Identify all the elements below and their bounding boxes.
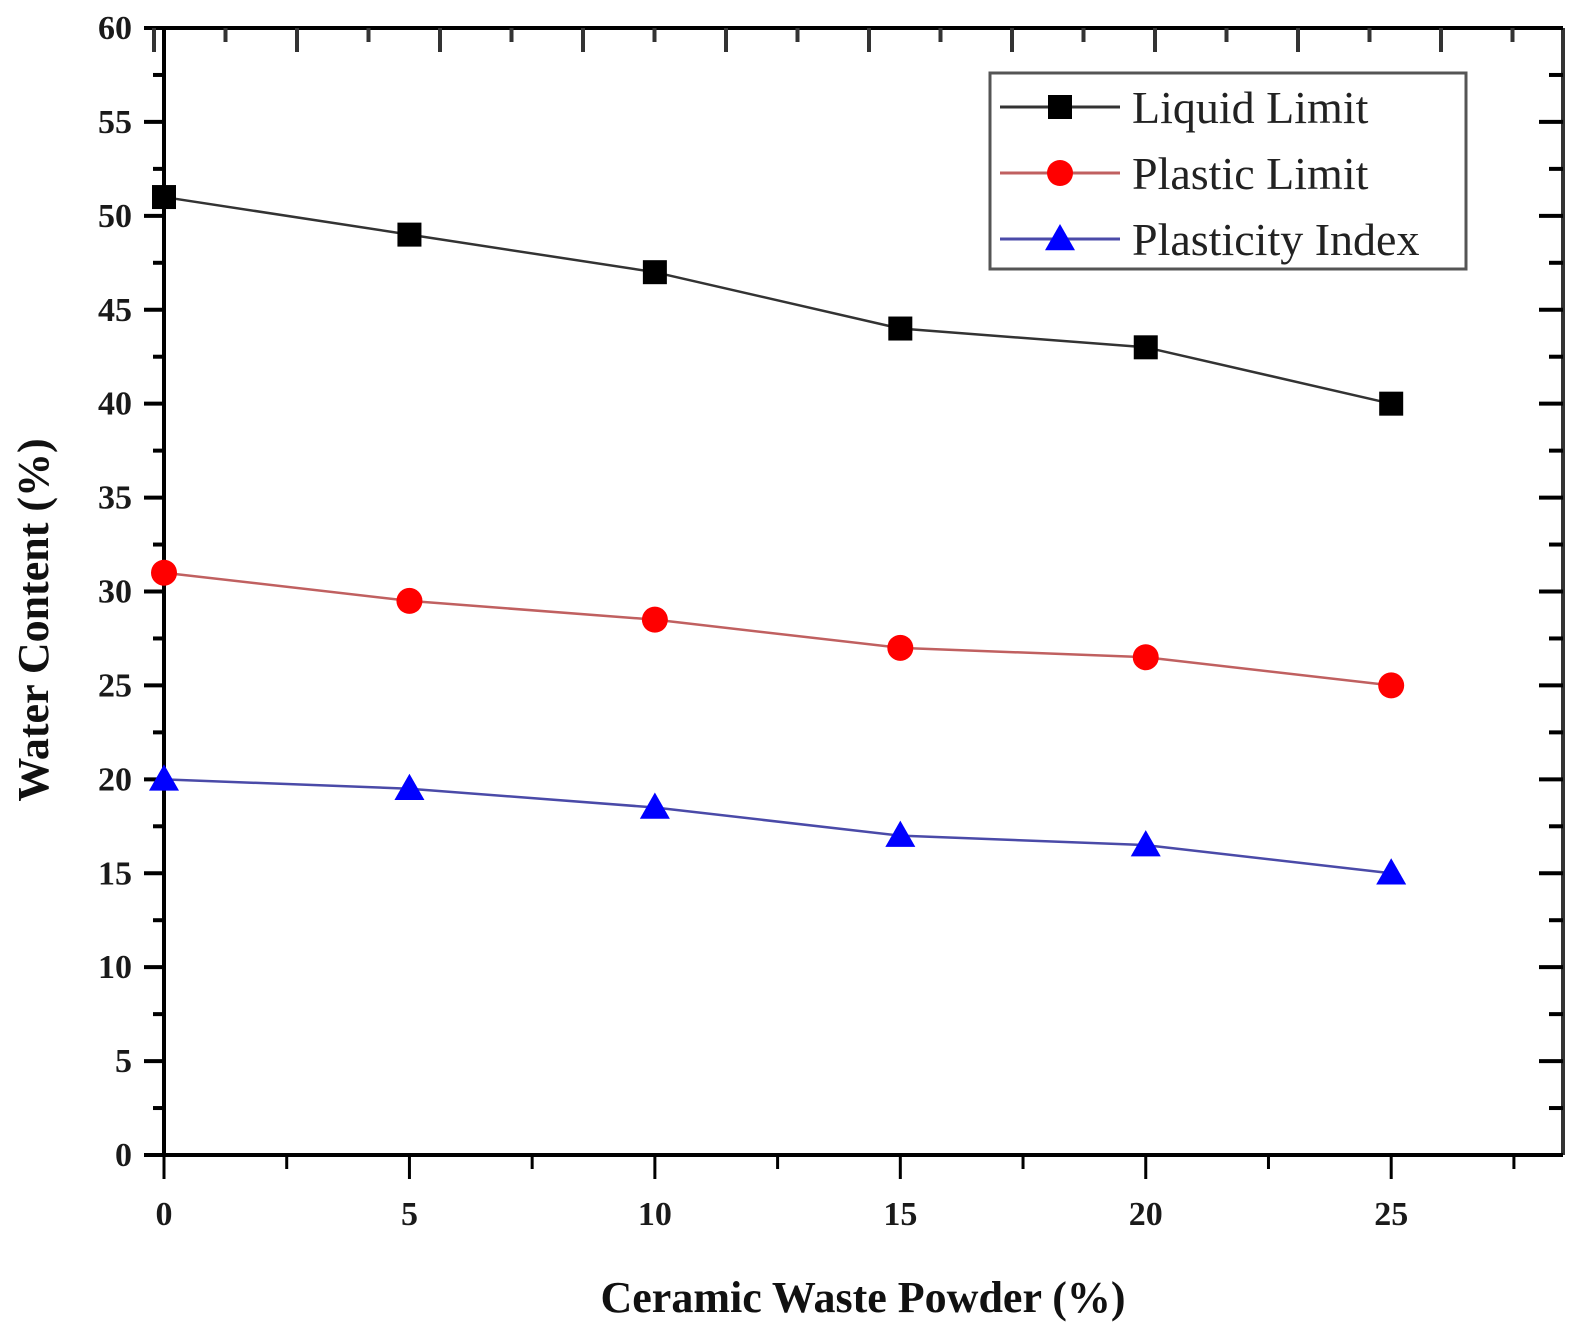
y-tick-label: 30 <box>98 574 132 611</box>
x-tick-label: 5 <box>401 1196 418 1233</box>
legend-label: Liquid Limit <box>1132 82 1369 133</box>
y-tick-label: 40 <box>98 386 132 423</box>
y-tick-label: 35 <box>98 480 132 517</box>
data-point-square <box>1379 391 1404 416</box>
data-point-triangle <box>885 820 916 847</box>
y-tick-label: 10 <box>98 949 132 986</box>
data-point-circle <box>1132 644 1159 671</box>
data-point-triangle <box>1045 224 1075 251</box>
data-point-triangle <box>149 764 179 791</box>
ticks: 0 5 10 15 20 25 30 35 40 45 50 55 60 0 5 10 15 20 25 <box>98 10 1563 1233</box>
series-plastic-limit <box>151 559 1405 699</box>
legend-label: Plastic Limit <box>1132 148 1369 199</box>
y-tick-label: 55 <box>98 104 132 141</box>
y-tick-label: 45 <box>98 292 132 329</box>
data-point-circle <box>151 559 177 586</box>
series-line <box>163 571 1392 687</box>
y-tick-label: 25 <box>98 667 132 704</box>
series-layer <box>149 185 1407 885</box>
data-point-square <box>888 316 913 341</box>
data-point-circle <box>396 587 423 614</box>
data-point-square <box>642 260 667 285</box>
x-tick-label: 25 <box>1374 1196 1408 1233</box>
series-liquid-limit <box>152 185 1404 416</box>
y-tick-label: 60 <box>98 10 132 47</box>
y-tick-label: 15 <box>98 855 132 892</box>
data-point-square <box>397 222 422 247</box>
y-tick-label: 50 <box>98 198 132 235</box>
data-point-circle <box>641 606 668 633</box>
y-tick-label: 5 <box>115 1043 132 1080</box>
x-tick-label: 20 <box>1129 1196 1163 1233</box>
data-point-circle <box>887 634 914 661</box>
data-point-square <box>152 185 176 210</box>
x-axis-title: Ceramic Waste Powder (%) <box>600 1273 1125 1322</box>
data-point-triangle <box>1376 858 1407 885</box>
legend-entry: Liquid Limit <box>1000 82 1369 133</box>
series-plasticity-index <box>149 764 1407 885</box>
y-tick-label: 0 <box>115 1137 132 1174</box>
x-tick-label: 10 <box>638 1196 672 1233</box>
legend: Liquid Limit Plastic Limit Plasticity Inde… <box>988 71 1468 271</box>
series-line <box>163 778 1392 875</box>
data-point-triangle <box>394 773 425 800</box>
y-axis-title: Water Content (%) <box>9 438 58 801</box>
legend-label: Plasticity Index <box>1132 214 1419 265</box>
data-point-square <box>1133 335 1158 360</box>
data-point-triangle <box>639 792 670 819</box>
legend-entry: Plasticity Index <box>1000 214 1419 265</box>
x-tick-label: 15 <box>883 1196 917 1233</box>
x-tick-label: 0 <box>156 1196 173 1233</box>
data-point-circle <box>1378 672 1405 699</box>
data-point-square <box>1048 95 1072 119</box>
y-tick-label: 20 <box>98 761 132 798</box>
series-line <box>163 195 1392 405</box>
legend-entry: Plastic Limit <box>1000 148 1369 199</box>
data-point-circle <box>1047 160 1073 186</box>
data-point-triangle <box>1130 830 1161 857</box>
